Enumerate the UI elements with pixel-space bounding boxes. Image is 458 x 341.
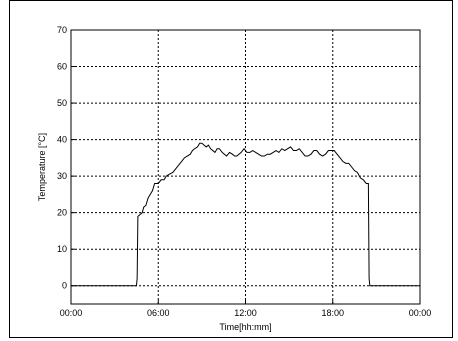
x-axis-title: Time[hh:mm] <box>219 322 271 332</box>
x-tick-label: 00:00 <box>60 308 83 318</box>
x-tick-label: 18:00 <box>321 308 344 318</box>
y-tick-label: 50 <box>57 98 67 108</box>
y-axis-title: Temperature [°C] <box>37 133 47 201</box>
y-tick-label: 0 <box>62 281 67 291</box>
y-tick-label: 20 <box>57 208 67 218</box>
grid-lines <box>71 30 420 304</box>
y-tick-label: 60 <box>57 62 67 72</box>
y-tick-label: 10 <box>57 244 67 254</box>
y-tick-label: 70 <box>57 25 67 35</box>
y-tick-label: 30 <box>57 171 67 181</box>
x-tick-label: 12:00 <box>234 308 257 318</box>
y-tick-label: 40 <box>57 135 67 145</box>
x-tick-label: 06:00 <box>147 308 170 318</box>
temperature-series-line <box>71 142 420 287</box>
axis-ticks: 00:00 06:00 12:00 18:00 00:00 0 10 20 30 40 50 60 70 <box>57 25 431 318</box>
x-tick-label: 00:00 <box>409 308 432 318</box>
